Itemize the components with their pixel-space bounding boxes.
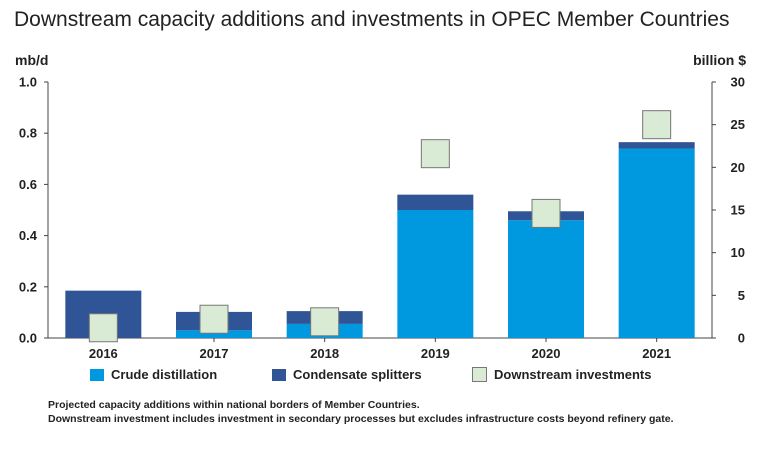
marker-downstream-investments bbox=[531, 198, 561, 228]
marker-downstream-investments bbox=[88, 313, 118, 343]
right-tick-label: 10 bbox=[731, 245, 745, 260]
x-tick-label: 2017 bbox=[200, 346, 229, 360]
footnote-2: Downstream investment includes investmen… bbox=[48, 413, 674, 425]
right-tick-label: 30 bbox=[731, 75, 745, 90]
legend: Crude distillation Condensate splitters … bbox=[90, 367, 690, 383]
legend-item-condensate-splitters: Condensate splitters bbox=[272, 367, 422, 382]
x-tick-label: 2016 bbox=[89, 346, 118, 360]
left-tick-label: 0.2 bbox=[19, 279, 37, 294]
bar-condensate-splitters bbox=[397, 194, 474, 210]
x-tick-label: 2021 bbox=[642, 346, 671, 360]
legend-label-downstream-investments: Downstream investments bbox=[494, 367, 652, 382]
x-tick-label: 2018 bbox=[310, 346, 339, 360]
legend-swatch-downstream-investments bbox=[472, 367, 487, 382]
marker-downstream-investments bbox=[420, 139, 450, 169]
marker-downstream-investments bbox=[642, 110, 672, 140]
x-tick-label: 2019 bbox=[421, 346, 450, 360]
left-tick-label: 1.0 bbox=[19, 75, 37, 90]
left-tick-label: 0.8 bbox=[19, 126, 37, 141]
bar-crude-distillation bbox=[618, 148, 695, 338]
bar-condensate-splitters bbox=[618, 142, 695, 149]
right-tick-label: 25 bbox=[731, 117, 745, 132]
chart-plot: 0.0 0.2 0.4 0.6 0.8 1.0 0 5 10 15 20 25 30 2016 2017 20… bbox=[19, 75, 745, 361]
legend-item-downstream-investments: Downstream investments bbox=[472, 367, 652, 382]
legend-label-condensate-splitters: Condensate splitters bbox=[293, 367, 422, 382]
left-tick-label: 0.0 bbox=[19, 331, 37, 346]
marker-downstream-investments bbox=[310, 307, 340, 337]
bar-crude-distillation bbox=[176, 330, 252, 338]
x-tick-label: 2020 bbox=[532, 346, 561, 360]
left-tick-label: 0.6 bbox=[19, 177, 37, 192]
legend-item-crude-distillation: Crude distillation bbox=[90, 367, 217, 382]
bar-crude-distillation bbox=[508, 220, 584, 338]
right-tick-label: 5 bbox=[738, 288, 745, 303]
bar-crude-distillation bbox=[397, 210, 474, 338]
footnote-1: Projected capacity additions within nati… bbox=[48, 399, 420, 411]
chart-title: Downstream capacity additions and invest… bbox=[14, 8, 730, 31]
right-tick-label: 15 bbox=[731, 203, 745, 218]
legend-label-crude-distillation: Crude distillation bbox=[111, 367, 218, 382]
left-tick-label: 0.4 bbox=[19, 228, 38, 243]
legend-swatch-crude-distillation bbox=[90, 368, 104, 381]
left-axis-unit: mb/d bbox=[15, 52, 49, 68]
legend-swatch-condensate-splitters bbox=[272, 368, 286, 381]
right-tick-label: 0 bbox=[738, 331, 745, 346]
marker-downstream-investments bbox=[199, 304, 229, 334]
right-tick-label: 20 bbox=[731, 160, 745, 175]
right-axis-unit: billion $ bbox=[693, 52, 746, 68]
